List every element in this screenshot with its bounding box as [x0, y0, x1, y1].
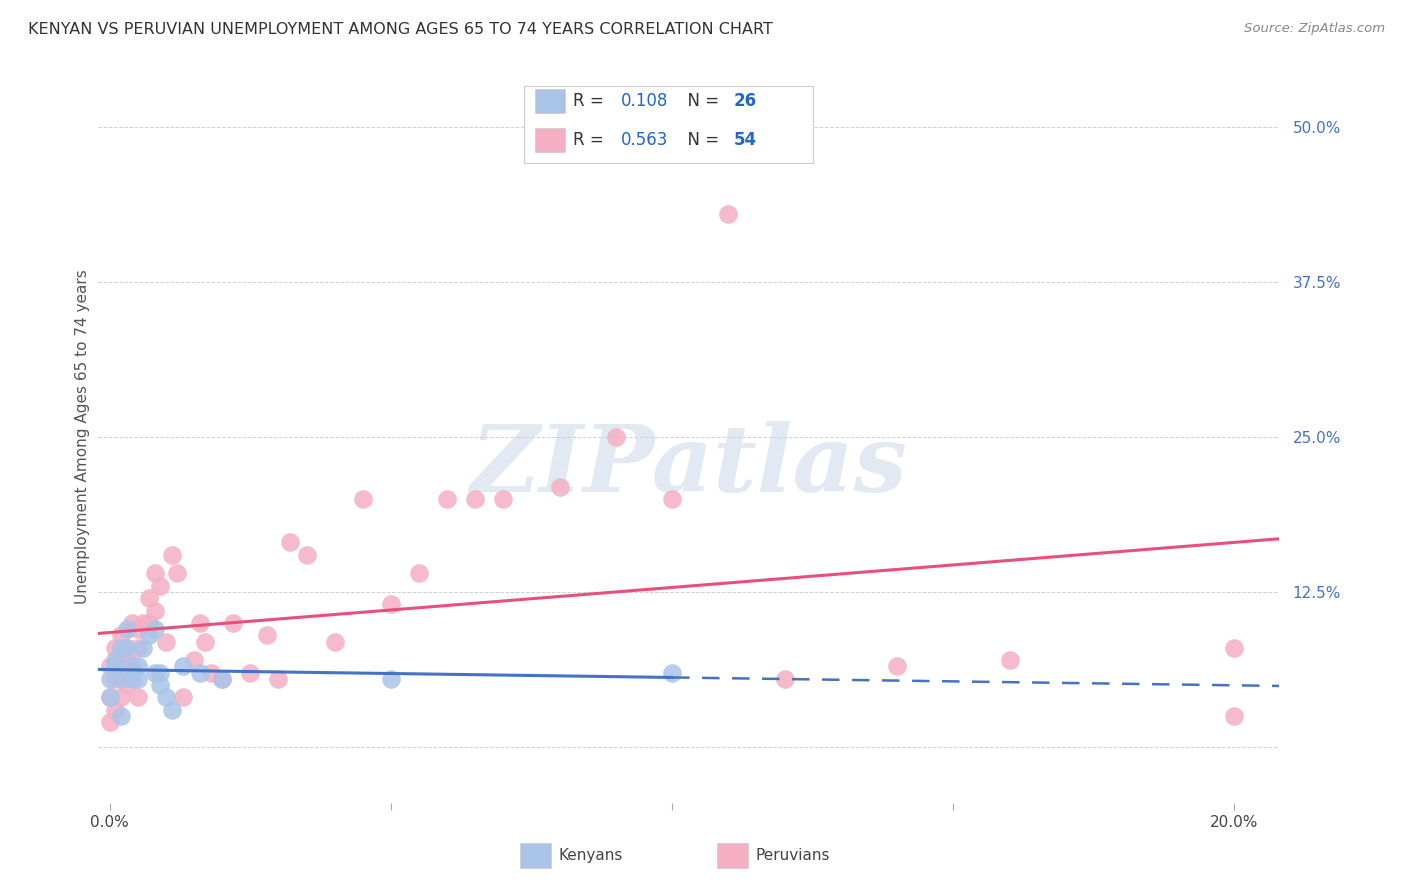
Point — [143, 604, 166, 618]
Text: R =: R = — [574, 92, 609, 110]
Point — [115, 640, 138, 655]
Point — [886, 659, 908, 673]
Point — [115, 640, 138, 655]
Point — [149, 579, 172, 593]
Point — [149, 678, 172, 692]
Point — [278, 535, 301, 549]
Bar — [523, 86, 813, 162]
Point — [194, 634, 217, 648]
Point — [155, 690, 177, 705]
Point — [160, 548, 183, 562]
Text: KENYAN VS PERUVIAN UNEMPLOYMENT AMONG AGES 65 TO 74 YEARS CORRELATION CHART: KENYAN VS PERUVIAN UNEMPLOYMENT AMONG AG… — [28, 22, 773, 37]
Bar — [536, 89, 565, 113]
Text: 26: 26 — [734, 92, 756, 110]
Point — [127, 659, 149, 673]
Text: 0.563: 0.563 — [620, 131, 668, 149]
Point — [110, 709, 132, 723]
Point — [104, 703, 127, 717]
Point — [121, 659, 143, 673]
Point — [160, 703, 183, 717]
Point — [323, 634, 346, 648]
Point — [143, 566, 166, 581]
Point — [115, 622, 138, 636]
Point — [172, 659, 194, 673]
Point — [1223, 640, 1246, 655]
Point — [98, 715, 121, 730]
Point — [98, 690, 121, 705]
Point — [155, 634, 177, 648]
Point — [166, 566, 188, 581]
Text: ZIPatlas: ZIPatlas — [471, 421, 907, 511]
Point — [104, 653, 127, 667]
Point — [256, 628, 278, 642]
Point — [98, 690, 121, 705]
Point — [267, 672, 290, 686]
Point — [127, 622, 149, 636]
Point — [239, 665, 262, 680]
Point — [295, 548, 318, 562]
Point — [492, 491, 515, 506]
Point — [188, 665, 211, 680]
Point — [661, 665, 683, 680]
Point — [127, 690, 149, 705]
Point — [188, 615, 211, 630]
Point — [104, 640, 127, 655]
Text: Peruvians: Peruvians — [755, 848, 830, 863]
Text: N =: N = — [678, 131, 724, 149]
Point — [110, 690, 132, 705]
Y-axis label: Unemployment Among Ages 65 to 74 years: Unemployment Among Ages 65 to 74 years — [75, 269, 90, 605]
Point — [110, 640, 132, 655]
Point — [104, 659, 127, 673]
Point — [211, 672, 233, 686]
Point — [121, 659, 143, 673]
Point — [132, 615, 155, 630]
Text: Source: ZipAtlas.com: Source: ZipAtlas.com — [1244, 22, 1385, 36]
Text: 0.108: 0.108 — [620, 92, 668, 110]
Point — [149, 665, 172, 680]
Point — [211, 672, 233, 686]
Point — [98, 672, 121, 686]
Bar — [536, 128, 565, 152]
Point — [172, 690, 194, 705]
Point — [222, 615, 245, 630]
Point — [132, 640, 155, 655]
Point — [773, 672, 796, 686]
Point — [121, 672, 143, 686]
Point — [1223, 709, 1246, 723]
Point — [104, 672, 127, 686]
Point — [998, 653, 1021, 667]
Point — [127, 640, 149, 655]
Point — [110, 628, 132, 642]
Point — [464, 491, 486, 506]
Point — [605, 430, 627, 444]
Point — [115, 678, 138, 692]
Text: 54: 54 — [734, 131, 756, 149]
Point — [138, 628, 160, 642]
Point — [436, 491, 458, 506]
Point — [380, 672, 402, 686]
Point — [661, 491, 683, 506]
Point — [380, 598, 402, 612]
Point — [408, 566, 430, 581]
Point — [127, 672, 149, 686]
Point — [110, 659, 132, 673]
Point — [110, 672, 132, 686]
Text: R =: R = — [574, 131, 609, 149]
Point — [143, 665, 166, 680]
Text: Kenyans: Kenyans — [558, 848, 623, 863]
Point — [717, 207, 740, 221]
Text: N =: N = — [678, 92, 724, 110]
Point — [138, 615, 160, 630]
Point — [548, 480, 571, 494]
Point — [143, 622, 166, 636]
Point — [352, 491, 374, 506]
Point — [183, 653, 205, 667]
Point — [138, 591, 160, 606]
Point — [121, 615, 143, 630]
Point — [115, 653, 138, 667]
Point — [200, 665, 222, 680]
Point — [98, 659, 121, 673]
